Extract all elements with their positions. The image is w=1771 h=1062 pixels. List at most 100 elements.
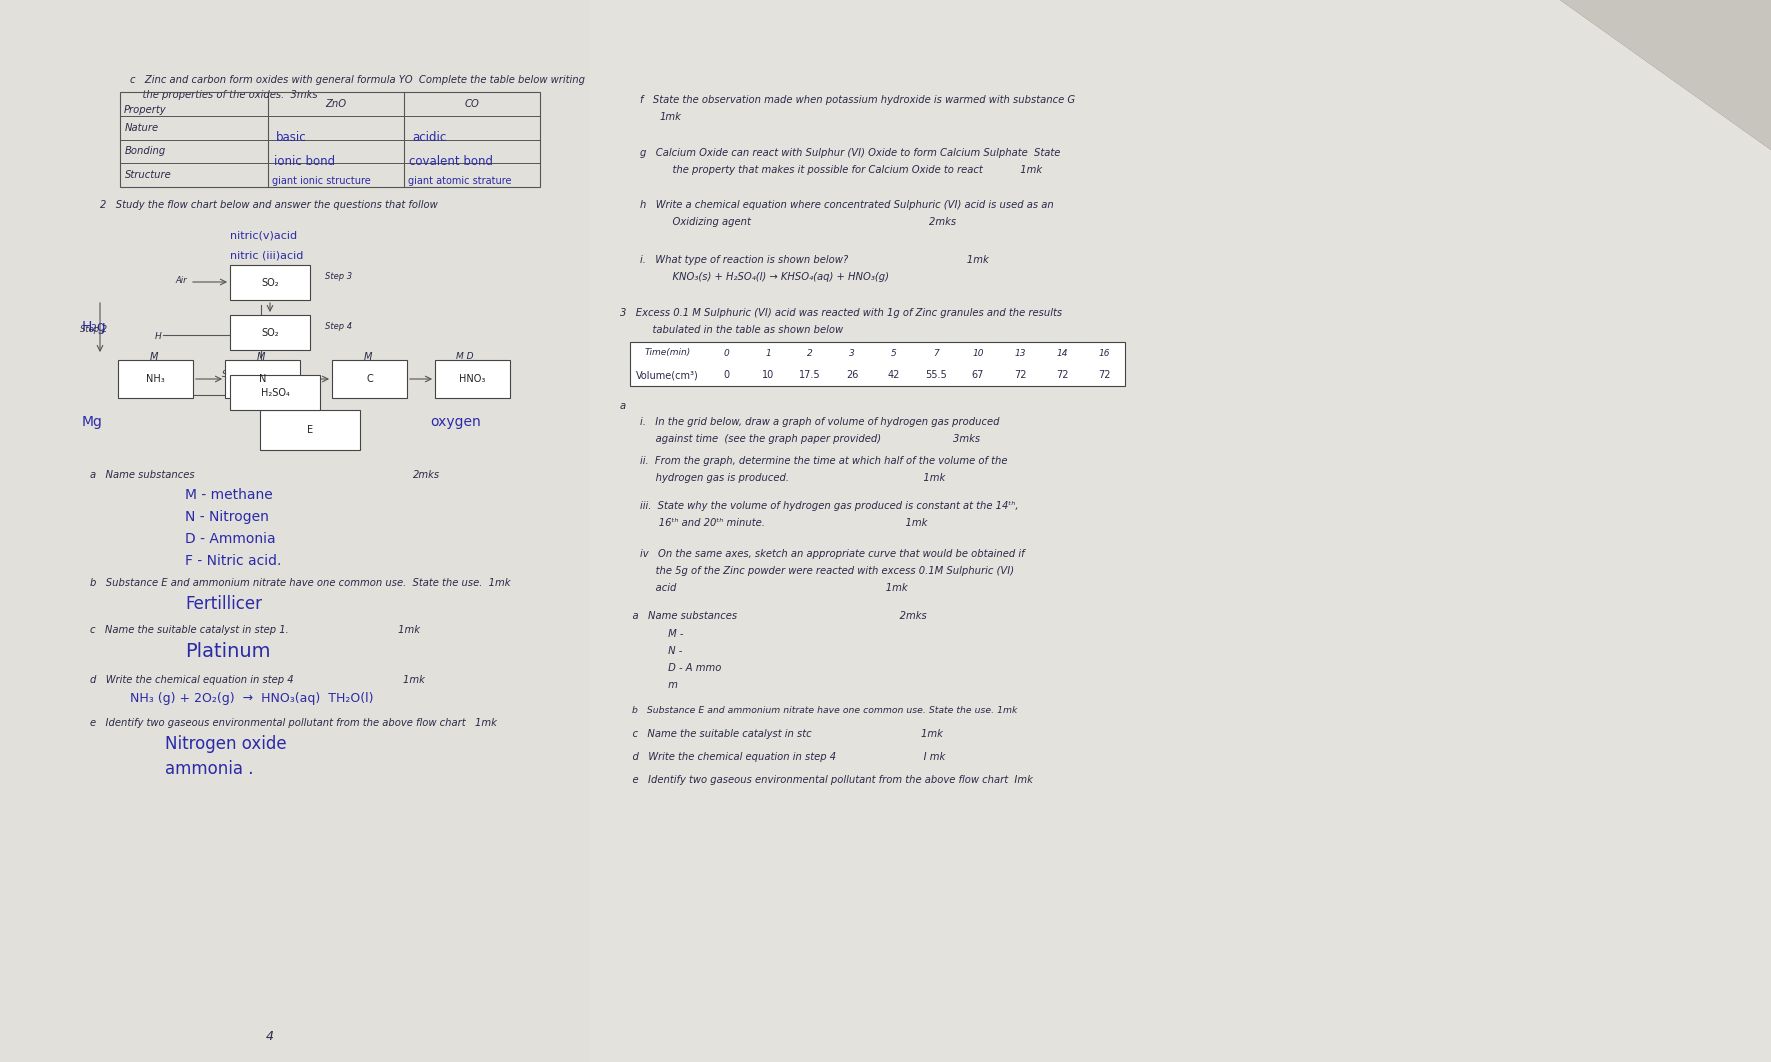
Text: ii.  From the graph, determine the time at which half of the volume of the: ii. From the graph, determine the time a… — [639, 456, 1008, 466]
Text: m: m — [639, 680, 678, 690]
Text: g   Calcium Oxide can react with Sulphur (VI) Oxide to form Calcium Sulphate  St: g Calcium Oxide can react with Sulphur (… — [639, 148, 1061, 158]
Text: d   Write the chemical equation in step 4                                   1mk: d Write the chemical equation in step 4 … — [90, 675, 425, 685]
Text: a   Name substances                                                    2mks: a Name substances 2mks — [620, 611, 926, 621]
Text: 0: 0 — [723, 370, 730, 380]
Text: M: M — [151, 352, 158, 362]
Text: nitric(v)acid: nitric(v)acid — [230, 230, 298, 240]
Text: acidic: acidic — [413, 132, 446, 144]
Text: M: M — [363, 352, 372, 362]
Text: Volume(cm³): Volume(cm³) — [636, 370, 700, 380]
Text: 67: 67 — [972, 370, 985, 380]
Text: CO: CO — [464, 99, 480, 109]
Text: f   State the observation made when potassium hydroxide is warmed with substance: f State the observation made when potass… — [639, 95, 1075, 105]
Text: 5: 5 — [891, 348, 896, 358]
Text: 2mks: 2mks — [413, 470, 439, 480]
Text: i.   What type of reaction is shown below?                                      : i. What type of reaction is shown below? — [639, 255, 988, 266]
Text: c   Name the suitable catalyst in stc                                   1mk: c Name the suitable catalyst in stc 1mk — [620, 729, 942, 739]
Bar — [230, 375, 321, 410]
Text: Step 2: Step 2 — [80, 325, 106, 335]
Text: c   Name the suitable catalyst in step 1.                                   1mk: c Name the suitable catalyst in step 1. … — [90, 626, 420, 635]
Text: Step 3: Step 3 — [326, 272, 352, 281]
Text: tabulated in the table as shown below: tabulated in the table as shown below — [639, 325, 843, 335]
Text: H: H — [156, 332, 161, 341]
Text: 4: 4 — [266, 1030, 275, 1043]
Text: ZnO: ZnO — [326, 99, 347, 109]
Text: Oxidizing agent                                                         2mks: Oxidizing agent 2mks — [661, 217, 956, 227]
Text: 17.5: 17.5 — [799, 370, 820, 380]
Text: M: M — [257, 352, 266, 362]
Text: 16: 16 — [1098, 348, 1110, 358]
Polygon shape — [590, 0, 1771, 1062]
Bar — [230, 315, 310, 350]
Text: h   Write a chemical equation where concentrated Sulphuric (VI) acid is used as : h Write a chemical equation where concen… — [639, 200, 1054, 210]
Text: 72: 72 — [1056, 370, 1068, 380]
Text: 72: 72 — [1013, 370, 1025, 380]
Text: F - Nitric acid.: F - Nitric acid. — [184, 554, 282, 568]
Text: 55.5: 55.5 — [924, 370, 947, 380]
Text: 2   Study the flow chart below and answer the questions that follow: 2 Study the flow chart below and answer … — [99, 200, 437, 210]
Text: D: D — [156, 392, 161, 401]
Text: ammonia .: ammonia . — [165, 760, 253, 778]
Text: giant ionic structure: giant ionic structure — [273, 176, 370, 186]
Text: NH₃: NH₃ — [147, 374, 165, 384]
Bar — [119, 360, 193, 398]
Text: d   Write the chemical equation in step 4                            I mk: d Write the chemical equation in step 4 … — [620, 752, 946, 763]
Text: 42: 42 — [887, 370, 900, 380]
Text: M - methane: M - methane — [184, 489, 273, 502]
Text: 10: 10 — [762, 370, 774, 380]
Bar — [331, 360, 407, 398]
Text: iv   On the same axes, sketch an appropriate curve that would be obtained if: iv On the same axes, sketch an appropria… — [639, 549, 1025, 559]
Text: 0: 0 — [723, 348, 730, 358]
Text: Nitrogen oxide: Nitrogen oxide — [165, 735, 287, 753]
Text: Step 2: Step 2 — [282, 402, 308, 411]
Text: iii.  State why the volume of hydrogen gas produced is constant at the 14ᵗʰ,: iii. State why the volume of hydrogen ga… — [639, 501, 1018, 511]
Text: b   Substance E and ammonium nitrate have one common use. State the use. 1mk: b Substance E and ammonium nitrate have … — [620, 706, 1017, 715]
Bar — [230, 266, 310, 299]
Text: Fertillicer: Fertillicer — [184, 595, 262, 613]
Bar — [260, 410, 360, 450]
Text: oxygen: oxygen — [430, 415, 480, 429]
Text: 13: 13 — [1015, 348, 1025, 358]
Bar — [630, 342, 1125, 386]
Text: 3: 3 — [848, 348, 855, 358]
Polygon shape — [1560, 0, 1771, 150]
Text: KNO₃(s) + H₂SO₄(l) → KHSO₄(aq) + HNO₃(g): KNO₃(s) + H₂SO₄(l) → KHSO₄(aq) + HNO₃(g) — [661, 272, 889, 282]
Text: Mg: Mg — [81, 415, 103, 429]
Text: M -: M - — [639, 629, 684, 639]
Text: Air: Air — [175, 276, 186, 285]
Text: acid                                                                   1mk: acid 1mk — [639, 583, 907, 593]
Text: Nature: Nature — [126, 122, 159, 133]
Text: SO₂: SO₂ — [260, 277, 278, 288]
Text: N - Nitrogen: N - Nitrogen — [184, 510, 269, 524]
Text: Time(min): Time(min) — [645, 348, 691, 358]
Text: Property: Property — [124, 105, 166, 115]
Text: Bonding: Bonding — [126, 147, 166, 156]
Text: against time  (see the graph paper provided)                       3mks: against time (see the graph paper provid… — [639, 434, 979, 444]
Text: N: N — [259, 374, 266, 384]
Text: 1mk: 1mk — [661, 112, 682, 122]
Text: a   Name substances: a Name substances — [90, 470, 195, 480]
Text: ionic bond: ionic bond — [275, 155, 335, 168]
Text: 1: 1 — [765, 348, 770, 358]
Text: hydrogen gas is produced.                                           1mk: hydrogen gas is produced. 1mk — [639, 473, 946, 483]
Text: b   Substance E and ammonium nitrate have one common use.  State the use.  1mk: b Substance E and ammonium nitrate have … — [90, 578, 510, 588]
Bar — [436, 360, 510, 398]
Text: M D: M D — [457, 352, 475, 361]
Polygon shape — [0, 0, 590, 1062]
Text: E: E — [306, 425, 313, 435]
Text: Platinum: Platinum — [184, 643, 271, 661]
Text: C: C — [367, 374, 374, 384]
Text: Step 4: Step 4 — [326, 322, 352, 331]
Text: c   Zinc and carbon form oxides with general formula YO  Complete the table belo: c Zinc and carbon form oxides with gener… — [129, 75, 584, 85]
Text: 3   Excess 0.1 M Sulphuric (VI) acid was reacted with 1g of Zinc granules and th: 3 Excess 0.1 M Sulphuric (VI) acid was r… — [620, 308, 1063, 318]
Text: SO₂: SO₂ — [260, 327, 278, 338]
Text: 26: 26 — [847, 370, 859, 380]
Text: i.   In the grid below, draw a graph of volume of hydrogen gas produced: i. In the grid below, draw a graph of vo… — [639, 417, 999, 427]
Text: H₂SO₄: H₂SO₄ — [260, 388, 289, 397]
Text: Structure: Structure — [126, 170, 172, 181]
Text: H₂g: H₂g — [81, 320, 106, 335]
Text: D - A mmo: D - A mmo — [639, 663, 721, 673]
Text: 10: 10 — [972, 348, 983, 358]
Text: 72: 72 — [1098, 370, 1110, 380]
Text: 7: 7 — [933, 348, 939, 358]
